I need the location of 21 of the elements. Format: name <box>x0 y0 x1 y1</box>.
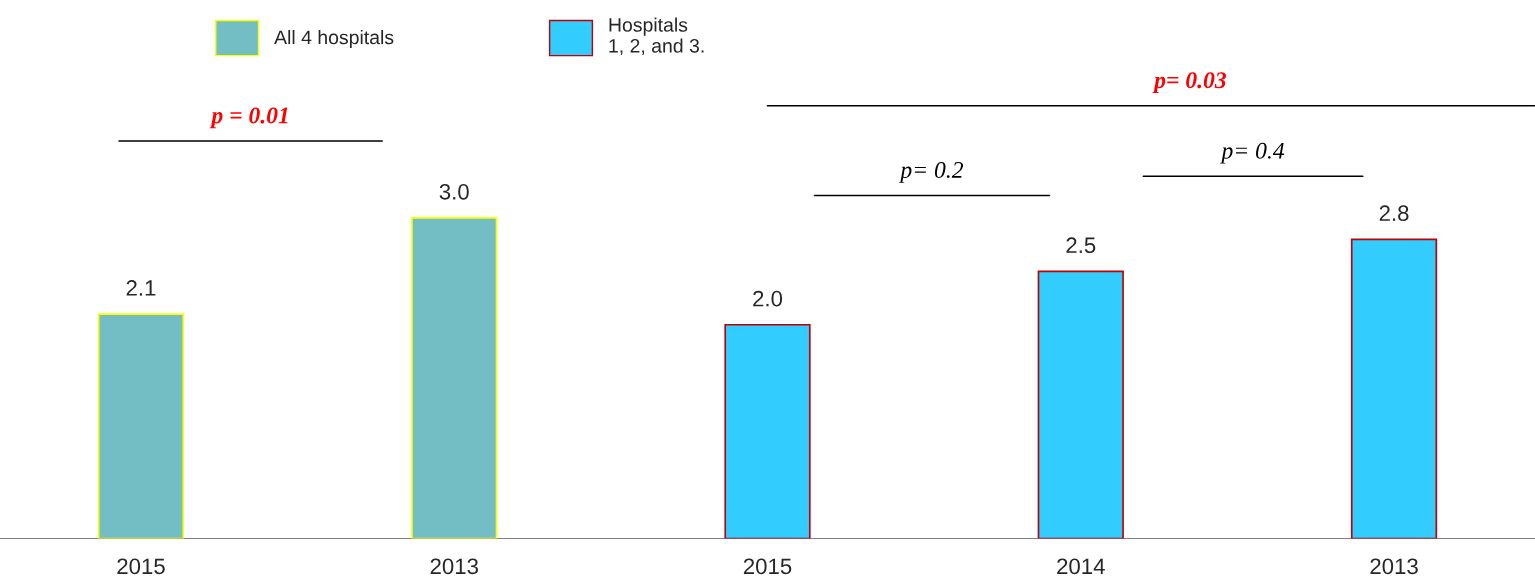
text: p = 0.01 <box>209 107 288 129</box>
data-label: 2.8 <box>1379 205 1409 222</box>
bar <box>1350 238 1438 539</box>
bar <box>97 313 185 539</box>
bar <box>1037 270 1124 539</box>
data-label: 2.1 <box>126 280 156 296</box>
x-tick-label: 2014 <box>1057 558 1105 575</box>
x-tick-label: 2015 <box>743 558 792 575</box>
x-tick-label: 2013 <box>1370 558 1418 575</box>
bar <box>411 217 498 539</box>
text: p= 0.4 <box>1220 142 1285 164</box>
legend-label: Hospitals 1, 2, and 3. <box>609 17 704 56</box>
data-label: 2.5 <box>1066 237 1096 254</box>
bar <box>724 323 811 539</box>
text: p= 0.03 <box>1152 72 1227 93</box>
legend-label: All 4 hospitals <box>274 29 394 49</box>
x-tick-label: 2015 <box>117 558 165 575</box>
data-label: 2.0 <box>753 290 783 307</box>
x-tick-label: 2013 <box>430 558 478 575</box>
data-label: 3.0 <box>439 183 469 200</box>
text: p= 0.2 <box>899 161 964 183</box>
